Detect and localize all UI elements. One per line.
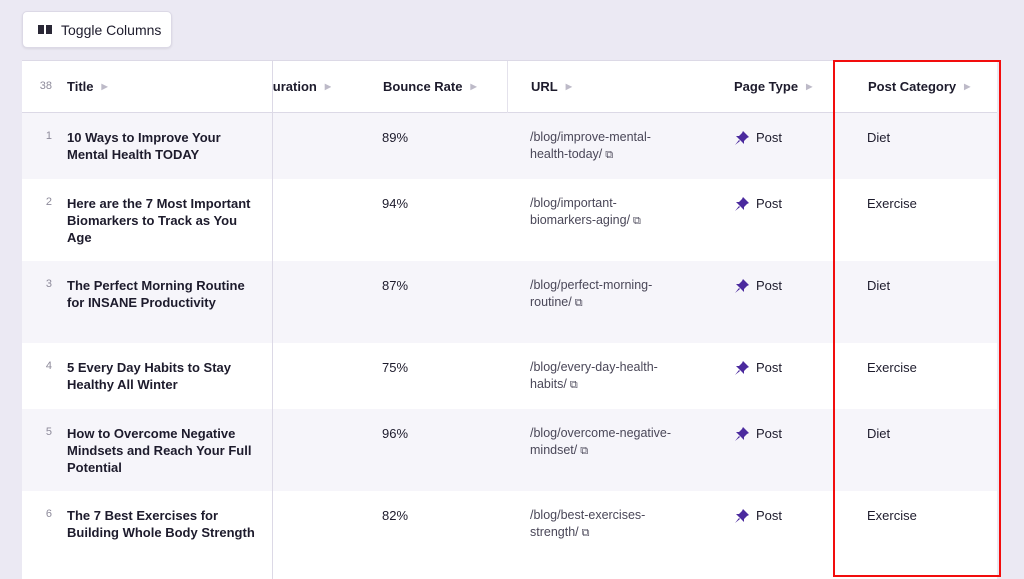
- header-label: URL: [531, 79, 558, 94]
- bounce-rate: 94%: [382, 196, 409, 211]
- post-title[interactable]: 10 Ways to Improve Your Mental Health TO…: [67, 130, 221, 162]
- bounce-rate: 87%: [382, 278, 409, 293]
- table-header: 38 Title ▶ uration ▶ Bounce Rate ▶ URL ▶ Pag…: [22, 61, 997, 113]
- header-page-type[interactable]: Page Type ▶: [734, 79, 812, 94]
- pushpin-icon: [735, 130, 749, 145]
- row-number: 6: [45, 508, 52, 520]
- table-row[interactable]: 3 The Perfect Morning Routine for INSANE…: [22, 261, 997, 343]
- header-duration[interactable]: uration ▶: [267, 79, 331, 94]
- page-type-label: Post: [756, 426, 783, 441]
- post-category: Diet: [867, 130, 891, 145]
- page-type-label: Post: [756, 278, 783, 293]
- post-title[interactable]: 5 Every Day Habits to Stay Healthy All W…: [67, 360, 232, 392]
- frozen-column-divider: [272, 61, 273, 579]
- header-bounce-rate[interactable]: Bounce Rate ▶: [383, 79, 477, 94]
- url-text: /blog/best-exercises-strength/: [530, 508, 646, 539]
- header-url[interactable]: URL ▶: [531, 79, 572, 94]
- post-category: Exercise: [867, 508, 917, 523]
- sort-icon: ▶: [324, 82, 331, 91]
- post-category: Exercise: [867, 360, 917, 375]
- header-label: uration: [272, 79, 317, 94]
- table-row[interactable]: 6 The 7 Best Exercises for Building Whol…: [22, 491, 997, 573]
- external-link-icon[interactable]: ⧉: [574, 297, 583, 309]
- url-text: /blog/overcome-negative-mindset/: [530, 426, 672, 457]
- url-text: /blog/improve-mental-health-today/: [530, 130, 651, 161]
- post-category: Diet: [867, 426, 891, 441]
- external-link-icon[interactable]: ⧉: [633, 215, 641, 227]
- columns-icon: [38, 25, 52, 34]
- sort-icon: ▶: [101, 82, 108, 91]
- url-text: /blog/perfect-morning-routine/: [530, 278, 653, 309]
- external-link-icon[interactable]: ⧉: [605, 149, 614, 161]
- page-type-label: Post: [756, 196, 783, 211]
- page-type-label: Post: [756, 130, 783, 145]
- pushpin-icon: [735, 278, 749, 293]
- page-type: Post: [734, 277, 782, 294]
- post-url-link[interactable]: /blog/overcome-negative-mindset/⧉: [530, 425, 680, 460]
- page-type-label: Post: [756, 508, 783, 523]
- table-row[interactable]: 2 Here are the 7 Most Important Biomarke…: [22, 179, 997, 261]
- bounce-rate: 89%: [382, 130, 409, 145]
- page-type: Post: [734, 195, 782, 212]
- row-number: 3: [45, 278, 52, 290]
- post-url-link[interactable]: /blog/important-biomarkers-aging/⧉: [530, 195, 680, 230]
- post-url-link[interactable]: /blog/improve-mental-health-today/⧉: [530, 129, 680, 164]
- table-row[interactable]: 5 How to Overcome Negative Mindsets and …: [22, 409, 997, 491]
- external-link-icon[interactable]: ⧉: [581, 527, 590, 539]
- sort-icon: ▶: [806, 82, 813, 91]
- bounce-rate: 75%: [382, 360, 409, 375]
- header-title[interactable]: Title ▶: [67, 79, 108, 94]
- row-count: 38: [39, 80, 52, 92]
- header-post-category[interactable]: Post Category ▶: [868, 79, 970, 94]
- page-type: Post: [734, 425, 782, 442]
- page-type: Post: [734, 507, 782, 524]
- page-type: Post: [734, 359, 782, 376]
- url-text: /blog/important-biomarkers-aging/: [530, 196, 631, 227]
- toggle-columns-label: Toggle Columns: [61, 21, 162, 38]
- post-category: Diet: [867, 278, 891, 293]
- sort-icon: ▶: [964, 82, 971, 91]
- row-number: 2: [45, 196, 52, 208]
- header-label: Bounce Rate: [383, 79, 463, 94]
- page-type-label: Post: [756, 360, 783, 375]
- external-link-icon[interactable]: ⧉: [580, 445, 589, 457]
- post-title[interactable]: The 7 Best Exercises for Building Whole …: [67, 508, 255, 540]
- post-url-link[interactable]: /blog/perfect-morning-routine/⧉: [530, 277, 680, 312]
- post-url-link[interactable]: /blog/best-exercises-strength/⧉: [530, 507, 680, 542]
- pushpin-icon: [735, 196, 749, 211]
- table-row[interactable]: 4 5 Every Day Habits to Stay Healthy All…: [22, 343, 997, 409]
- post-title[interactable]: How to Overcome Negative Mindsets and Re…: [67, 426, 252, 475]
- header-label: Page Type: [734, 79, 799, 94]
- toggle-columns-button[interactable]: Toggle Columns: [22, 11, 172, 48]
- page-type: Post: [734, 129, 782, 146]
- row-number: 5: [45, 426, 52, 438]
- sort-icon: ▶: [470, 82, 477, 91]
- pushpin-icon: [735, 508, 749, 523]
- header-label: Title: [67, 79, 94, 94]
- post-title[interactable]: The Perfect Morning Routine for INSANE P…: [67, 278, 245, 310]
- table-row[interactable]: 1 10 Ways to Improve Your Mental Health …: [22, 113, 997, 179]
- post-url-link[interactable]: /blog/every-day-health-habits/⧉: [530, 359, 680, 394]
- row-number: 1: [45, 130, 52, 142]
- column-divider: [507, 61, 508, 113]
- pushpin-icon: [735, 360, 749, 375]
- sort-icon: ▶: [565, 82, 572, 91]
- external-link-icon[interactable]: ⧉: [569, 379, 578, 391]
- post-title[interactable]: Here are the 7 Most Important Biomarkers…: [67, 196, 251, 245]
- bounce-rate: 82%: [382, 508, 409, 523]
- header-label: Post Category: [868, 79, 957, 94]
- pushpin-icon: [735, 426, 749, 441]
- posts-table: 1 10 Ways to Improve Your Mental Health …: [22, 60, 997, 579]
- url-text: /blog/every-day-health-habits/: [530, 360, 658, 391]
- post-category: Exercise: [867, 196, 917, 211]
- row-number: 4: [45, 360, 52, 372]
- bounce-rate: 96%: [382, 426, 409, 441]
